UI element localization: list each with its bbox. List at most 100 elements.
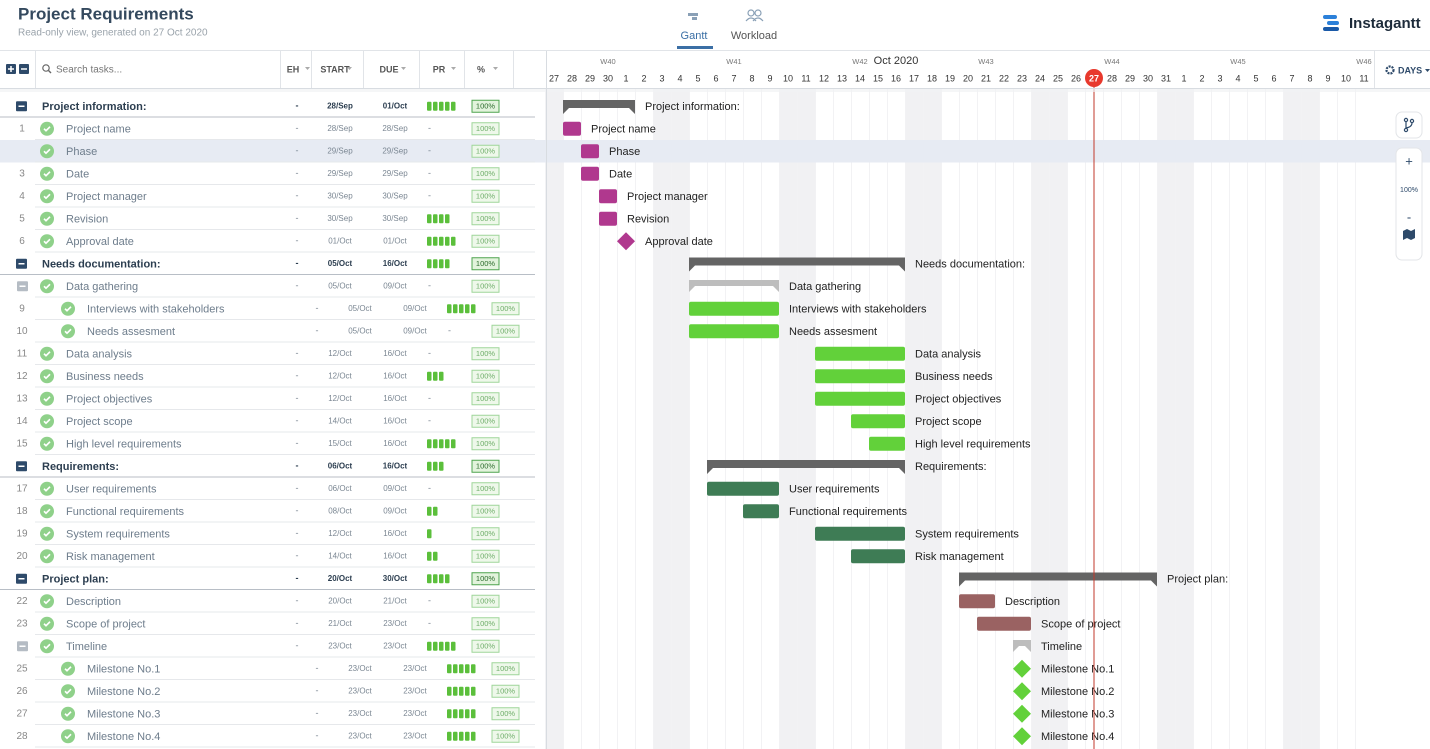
bar-label: Data analysis — [915, 349, 982, 361]
bar-label: User requirements — [789, 484, 880, 496]
column-header[interactable]: EH — [287, 64, 300, 74]
progress-block — [427, 641, 432, 651]
task-name[interactable]: Risk management — [66, 551, 155, 563]
tab[interactable]: Gantt — [681, 30, 708, 42]
day-label: 10 — [1341, 73, 1351, 83]
estimated-hours: - — [296, 348, 299, 358]
weekend-column — [779, 89, 797, 749]
zoom-out[interactable]: - — [1407, 209, 1411, 224]
percent-box — [491, 324, 520, 338]
start-date: 12/Oct — [328, 529, 352, 538]
column-header[interactable]: % — [477, 64, 485, 74]
estimated-hours: - — [296, 461, 299, 471]
estimated-hours: - — [296, 123, 299, 133]
gantt-background — [0, 89, 1430, 749]
task-name[interactable]: Phase — [66, 146, 97, 158]
check-mark — [43, 148, 51, 155]
day-label: 4 — [677, 73, 682, 83]
bar-label: Milestone No.2 — [1041, 686, 1114, 698]
task-grid: Project information: - 28/Sep 01/Oct 100% 1 Pr… — [0, 99, 535, 748]
task-bar — [581, 166, 599, 181]
task-name[interactable]: High level requirements — [66, 439, 182, 451]
task-name[interactable]: Revision — [66, 214, 108, 226]
column-header[interactable]: START — [320, 64, 350, 74]
progress-block — [447, 709, 452, 719]
percent-complete: 100% — [476, 597, 496, 606]
progress-block — [459, 731, 464, 741]
due-date: 09/Oct — [403, 326, 427, 335]
progress-block — [427, 101, 432, 111]
task-name[interactable]: Project manager — [66, 191, 147, 203]
percent-box — [471, 144, 500, 158]
week-label: W45 — [1230, 57, 1245, 66]
task-name[interactable]: System requirements — [66, 529, 170, 541]
day-label: 3 — [1217, 73, 1222, 83]
today-marker — [1085, 69, 1103, 87]
task-name[interactable]: Milestone No.3 — [87, 709, 160, 721]
task-name[interactable]: Scope of project — [66, 619, 146, 631]
bar-label: Project scope — [915, 416, 982, 428]
task-name[interactable]: Needs assesment — [87, 326, 175, 338]
search-input[interactable]: Search tasks... — [56, 65, 122, 76]
task-name[interactable]: Date — [66, 169, 89, 181]
map-icon[interactable] — [1403, 229, 1415, 240]
day-label: 1 — [623, 73, 628, 83]
task-name[interactable]: Project name — [66, 124, 131, 136]
task-name[interactable]: Needs documentation: — [42, 259, 161, 271]
task-name[interactable]: Project plan: — [42, 574, 109, 586]
day-label: 17 — [909, 73, 919, 83]
task-name[interactable]: Timeline — [66, 641, 107, 653]
progress-block — [445, 236, 450, 246]
task-name[interactable]: Data analysis — [66, 349, 133, 361]
progress-block — [465, 664, 470, 674]
progress-block — [459, 304, 464, 314]
due-date: 29/Sep — [382, 146, 408, 155]
column-header[interactable]: PR — [433, 64, 446, 74]
branch-icon[interactable] — [1403, 117, 1415, 133]
day-label: 6 — [1271, 73, 1276, 83]
task-name[interactable]: Business needs — [66, 371, 144, 383]
day-label: 26 — [1071, 73, 1081, 83]
estimated-hours: - — [296, 101, 299, 111]
row-number: 11 — [17, 348, 28, 359]
bar-label: System requirements — [915, 529, 1019, 541]
check-mark — [43, 283, 51, 290]
progress-block — [439, 236, 444, 246]
task-name[interactable]: Description — [66, 596, 121, 608]
column-header[interactable]: DUE — [379, 64, 398, 74]
task-name[interactable]: Milestone No.2 — [87, 686, 160, 698]
zoom-in[interactable]: + — [1405, 153, 1413, 168]
progress-block — [471, 664, 476, 674]
day-label: 2 — [641, 73, 646, 83]
project-title: Project Requirements — [18, 4, 194, 23]
task-name[interactable]: Project scope — [66, 416, 133, 428]
day-label: 8 — [1307, 73, 1312, 83]
task-name[interactable]: Approval date — [66, 236, 134, 248]
due-date: 09/Oct — [383, 506, 407, 515]
start-date: 14/Oct — [328, 551, 352, 560]
progress-block — [433, 551, 438, 561]
weekend-column — [905, 89, 923, 749]
progress-block — [445, 641, 450, 651]
task-name[interactable]: Milestone No.4 — [87, 731, 160, 743]
estimated-hours: - — [296, 618, 299, 628]
tab[interactable]: Workload — [731, 30, 777, 42]
start-date: 29/Sep — [327, 169, 353, 178]
task-name[interactable]: Requirements: — [42, 461, 119, 473]
progress-block — [459, 664, 464, 674]
scale-button[interactable]: DAYS — [1398, 65, 1422, 75]
check-mark — [43, 351, 51, 357]
progress-block — [459, 709, 464, 719]
task-name[interactable]: Project information: — [42, 101, 147, 113]
row-number: 18 — [16, 506, 28, 517]
due-date: 16/Oct — [383, 439, 407, 448]
task-name[interactable]: Interviews with stakeholders — [87, 304, 225, 316]
task-name[interactable]: Project objectives — [66, 394, 153, 406]
task-name[interactable]: Milestone No.1 — [87, 664, 160, 676]
progress-block — [427, 461, 432, 471]
percent-box — [491, 662, 520, 676]
task-name[interactable]: Data gathering — [66, 281, 138, 293]
filter-icon — [347, 67, 352, 70]
task-name[interactable]: Functional requirements — [66, 506, 185, 518]
task-name[interactable]: User requirements — [66, 484, 157, 496]
